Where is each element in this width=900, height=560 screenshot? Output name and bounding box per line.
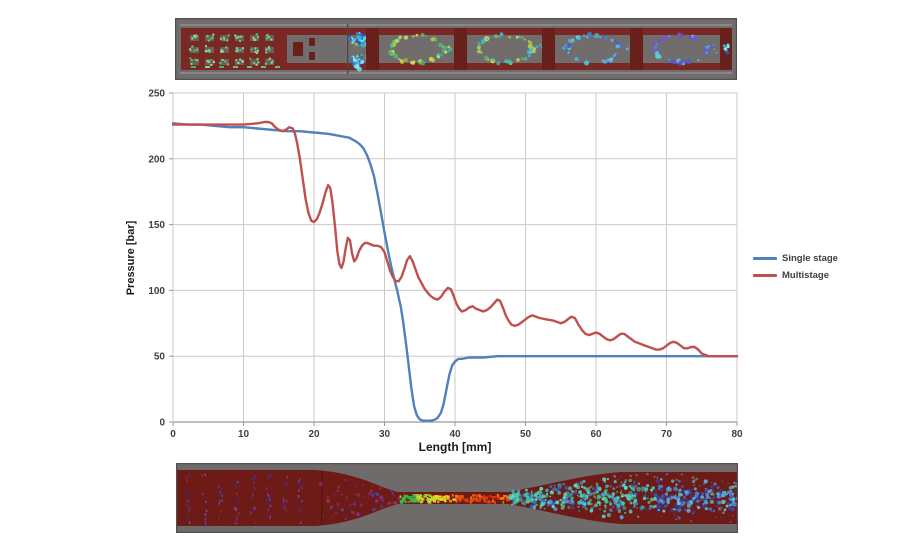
- cfd-top-inlet-vectors: [189, 33, 280, 68]
- y-axis-title: Pressure [bar]: [125, 220, 137, 295]
- pressure-length-chart: 0 10 20 30 40 50 60 70 80 0 50 100 150 200 250 Pressure…: [120, 82, 780, 467]
- pressure-length-chart-svg: 0 10 20 30 40 50 60 70 80 0 50 100 150 200 250 Pressure…: [125, 89, 743, 455]
- x-tick-label: 80: [731, 429, 743, 440]
- cfd-single-stage-contour-svg: [176, 463, 738, 533]
- cfd-bottom-upstream-vectors: [185, 473, 303, 526]
- cfd-single-stage-contour-image: [176, 463, 738, 533]
- chart-gridlines: [172, 92, 738, 423]
- cfd-bottom-throat-jet: [399, 494, 514, 505]
- y-tick-label: 250: [148, 89, 165, 100]
- y-tick-label: 50: [154, 352, 166, 363]
- cfd-bottom-diverging-cloud: [508, 472, 738, 523]
- x-tick-label: 70: [661, 429, 673, 440]
- series-line-single-stage: [171, 122, 739, 422]
- x-tick-label: 10: [238, 429, 250, 440]
- x-tick-label: 30: [379, 429, 391, 440]
- cfd-top-stage-cells: [366, 28, 718, 70]
- legend-label-single-stage: Single stage: [782, 253, 838, 264]
- legend-item-multistage: Multistage: [753, 270, 838, 281]
- x-tick-label: 60: [590, 429, 602, 440]
- y-tick-label: 100: [148, 286, 165, 297]
- x-axis-title: Length [mm]: [419, 440, 492, 454]
- series-line-multistage: [171, 120, 739, 358]
- chart-tick-labels: 0 10 20 30 40 50 60 70 80 0 50 100 150 200 250: [148, 89, 743, 441]
- y-tick-label: 200: [148, 154, 165, 165]
- y-tick-label: 0: [159, 418, 165, 429]
- chart-legend: Single stage Multistage: [753, 253, 838, 281]
- x-tick-label: 40: [449, 429, 461, 440]
- multistage-line-swatch: [753, 274, 777, 277]
- cfd-multistage-contour-image: [175, 18, 737, 80]
- y-tick-label: 150: [148, 220, 165, 231]
- single-stage-line-swatch: [753, 257, 777, 260]
- legend-label-multistage: Multistage: [782, 270, 829, 281]
- x-tick-label: 50: [520, 429, 532, 440]
- x-tick-label: 20: [308, 429, 320, 440]
- x-tick-label: 0: [170, 429, 176, 440]
- cfd-bottom-converging-streaks: [318, 478, 401, 521]
- legend-item-single-stage: Single stage: [753, 253, 838, 264]
- cfd-multistage-contour-svg: [175, 18, 737, 80]
